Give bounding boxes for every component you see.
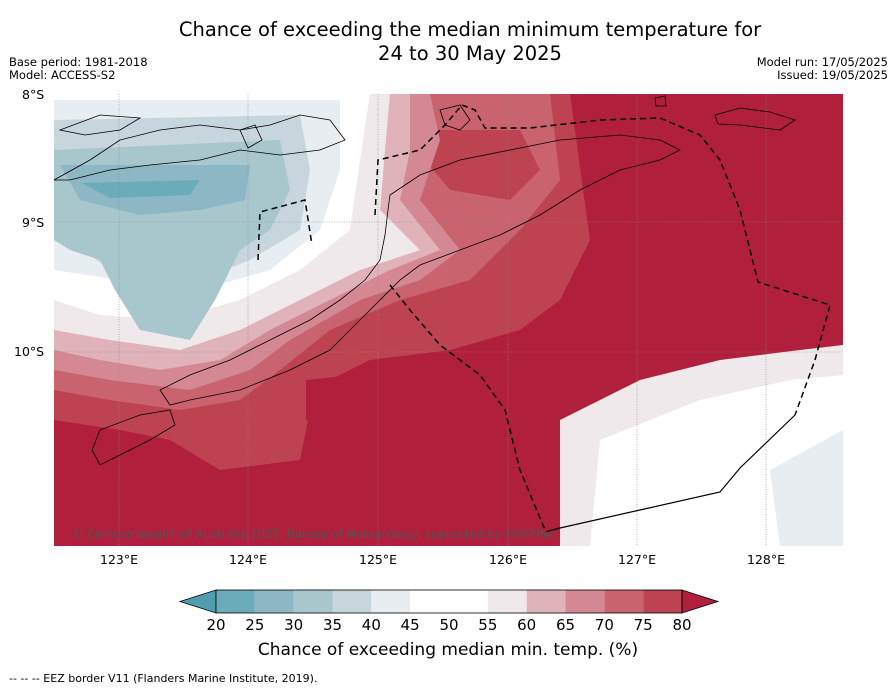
title-line-2: 24 to 30 May 2025 [378,42,562,65]
colorbar-tick-80: 80 [672,616,692,634]
colorbar-tick-55: 55 [478,616,498,634]
colorbar-tick-25: 25 [245,616,265,634]
map-title: Chance of exceeding the median minimum t… [0,18,896,66]
issued-date: Issued: 19/05/2025 [777,68,888,82]
lon-label-127: 127°E [617,552,657,567]
colorbar-tick-45: 45 [400,616,420,634]
colorbar-cell-55-60 [487,590,527,613]
colorbar-cell-40-45 [371,590,411,613]
lon-label-123: 123°E [99,552,139,567]
model-name: Model: ACCESS-S2 [9,68,116,82]
colorbar-tick-65: 65 [555,616,576,634]
colorbar-tick-70: 70 [594,616,614,634]
colorbar-tick-60: 60 [517,616,537,634]
colorbar-cell-20-25 [216,590,255,613]
eez-border-solid [544,414,796,533]
eez-legend-note: -- -- -- EEZ border V11 (Flanders Marine… [9,672,318,685]
contour-80-sw [54,430,200,546]
colorbar-tick-35: 35 [322,616,343,634]
colorbar-cell-25-30 [254,590,294,613]
colorbar-tick-50: 50 [439,616,459,634]
probability-map [54,94,843,546]
colorbar-cell-50-55 [449,590,488,613]
colorbar-tick-40: 40 [361,616,381,634]
colorbar-cell-30-35 [293,590,333,613]
colorbar-frame [215,589,683,614]
coastlines [54,95,796,466]
colorbar [178,589,720,614]
colorbar-cell-70-75 [604,590,644,613]
lon-label-128: 128°E [746,552,786,567]
colorbar-cell-35-40 [332,590,372,613]
colorbar-cells [178,589,720,614]
colorbar-extend-high [681,589,720,614]
model-run: Model run: 17/05/2025 [756,55,888,69]
lat-label-8s: 8°S [22,87,45,102]
contour-80-inner [306,360,545,450]
meta-right: Model run: 17/05/2025 Issued: 19/05/2025 [757,56,888,82]
colorbar-extend-low [178,589,217,614]
contour-40-se [770,430,843,546]
eez-borders [257,104,831,531]
colorbar-tick-75: 75 [633,616,653,634]
lat-label-9s: 9°S [22,215,45,230]
colorbar-cell-45-50 [410,590,449,613]
copyright-notice: © Commonwealth of Australia 2025, Bureau… [72,527,557,541]
lon-label-125: 125°E [358,552,398,567]
colorbar-cell-75-80 [643,590,682,613]
lon-label-124: 124°E [228,552,268,567]
map-panel [54,94,843,546]
lon-label-126: 126°E [488,552,528,567]
colorbar-cell-65-70 [565,590,605,613]
base-period: Base period: 1981-2018 [9,55,148,69]
contour-20 [82,180,200,198]
colorbar-label: Chance of exceeding median min. temp. (%… [257,640,639,660]
colorbar-cell-60-65 [526,590,566,613]
title-line-1: Chance of exceeding the median minimum t… [178,18,762,41]
colorbar-tick-30: 30 [284,616,304,634]
meta-left: Base period: 1981-2018 Model: ACCESS-S2 [9,56,148,82]
colorbar-tick-20: 20 [206,616,226,634]
contour-75-top [425,130,540,200]
lat-label-10s: 10°S [14,344,45,359]
